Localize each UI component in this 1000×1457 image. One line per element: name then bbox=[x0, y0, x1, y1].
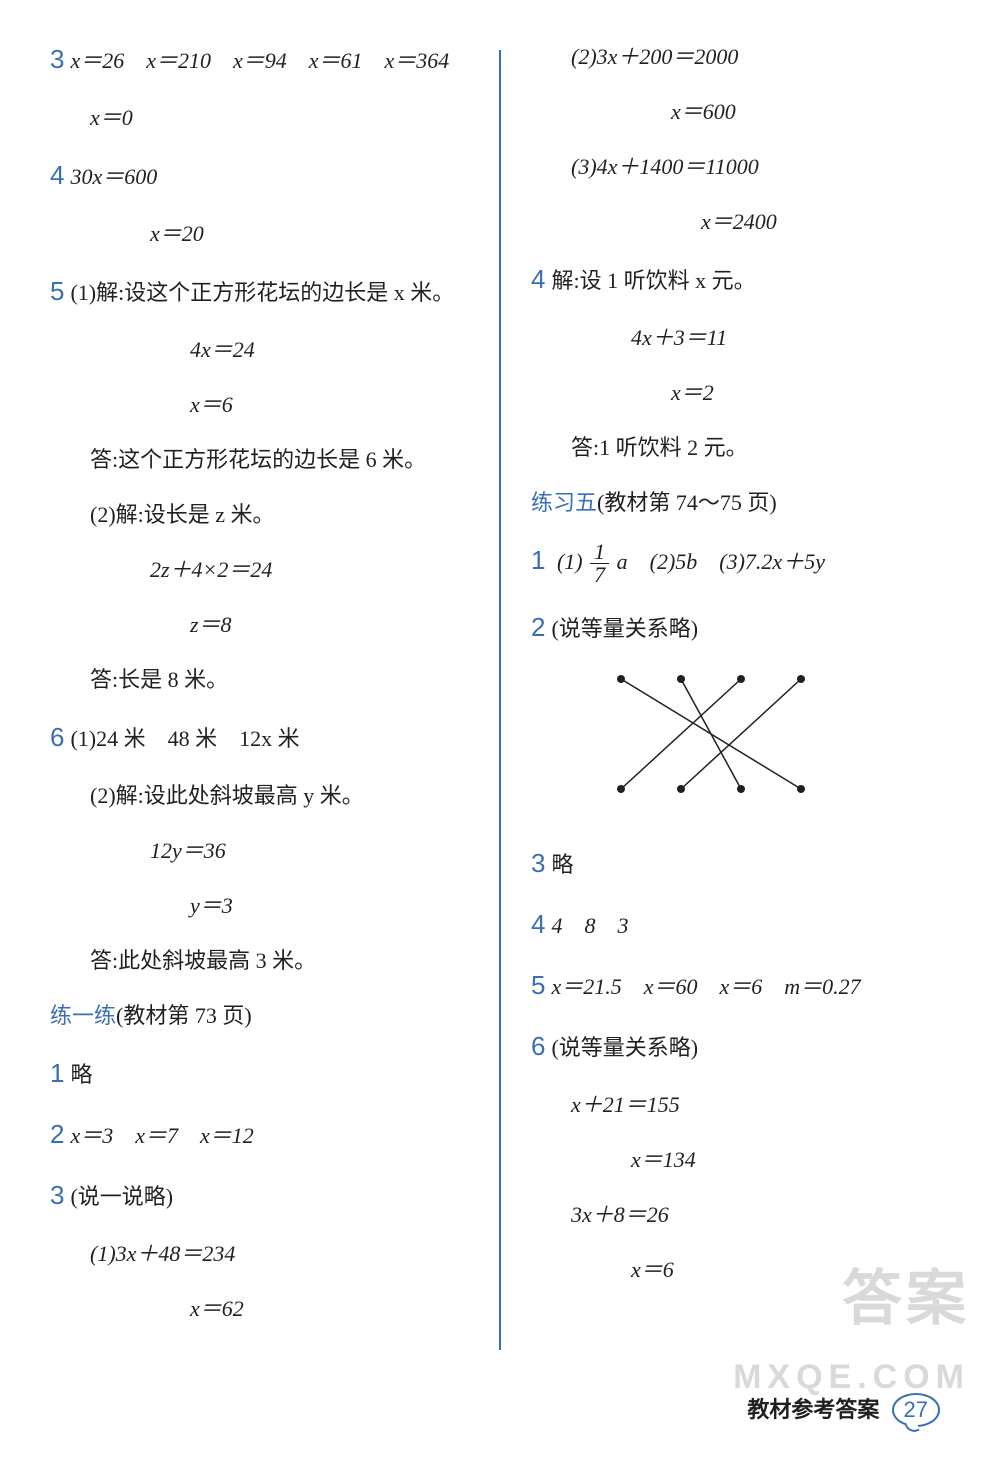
text: x＝6 bbox=[631, 1257, 674, 1282]
text: (3)4x＋1400＝11000 bbox=[571, 154, 759, 179]
page-footer: 教材参考答案 27 bbox=[747, 1392, 940, 1427]
text: x＝134 bbox=[631, 1147, 696, 1172]
item-4-line1: 430x＝600 bbox=[50, 156, 469, 195]
item-3-line2: x＝0 bbox=[50, 101, 469, 134]
text: (2)解:设此处斜坡最高 y 米。 bbox=[90, 783, 364, 808]
r-item3a: (3)4x＋1400＝11000 bbox=[531, 150, 950, 183]
q6d: 3x＋8＝26 bbox=[531, 1198, 950, 1231]
q6a: 6(说等量关系略) bbox=[531, 1027, 950, 1066]
item-3-line1: 3x＝26 x＝210 x＝94 x＝61 x＝364 bbox=[50, 40, 469, 79]
text: x＝6 bbox=[190, 392, 233, 417]
frac-bot: 7 bbox=[590, 564, 609, 586]
q2: 2(说等量关系略) bbox=[531, 608, 950, 647]
left-column: 3x＝26 x＝210 x＝94 x＝61 x＝364 x＝0 430x＝600… bbox=[30, 40, 499, 1360]
page-number-bubble: 27 bbox=[892, 1393, 940, 1427]
q5: 5x＝21.5 x＝60 x＝6 m＝0.27 bbox=[531, 966, 950, 1005]
text: 4 8 3 bbox=[551, 913, 628, 938]
text: x＋21＝155 bbox=[571, 1092, 680, 1117]
text: 略 bbox=[70, 1062, 92, 1087]
section-head: 练习五 bbox=[531, 490, 597, 515]
text: 12y＝36 bbox=[150, 838, 226, 863]
r-item4c: x＝2 bbox=[531, 376, 950, 409]
q1-pre: (1) bbox=[557, 549, 583, 574]
practice-3a: 3(说一说略) bbox=[50, 1176, 469, 1215]
text: 解:设 1 听饮料 x 元。 bbox=[551, 268, 755, 293]
item-5-eq2: x＝6 bbox=[50, 388, 469, 421]
text: 答:长是 8 米。 bbox=[90, 667, 228, 692]
item-5-ans2: 答:长是 8 米。 bbox=[50, 663, 469, 696]
section-lianxiwu: 练习五(教材第 74～75 页) bbox=[531, 486, 950, 519]
q6b: x＋21＝155 bbox=[531, 1088, 950, 1121]
text: x＝26 x＝210 x＝94 x＝61 x＝364 bbox=[70, 48, 449, 73]
text: x＝2 bbox=[671, 380, 714, 405]
item-6-eq1: 12y＝36 bbox=[50, 834, 469, 867]
section-head: 练一练 bbox=[50, 1003, 116, 1028]
q1-post: a (2)5b (3)7.2x＋5y bbox=[617, 549, 825, 574]
fraction-icon: 1 7 bbox=[590, 541, 609, 586]
text: z＝8 bbox=[190, 612, 232, 637]
text: y＝3 bbox=[190, 893, 233, 918]
text: 答:此处斜坡最高 3 米。 bbox=[90, 948, 316, 973]
item-6-line1: 6(1)24 米 48 米 12x 米 bbox=[50, 718, 469, 757]
text: 2z＋4×2＝24 bbox=[150, 557, 272, 582]
section-lianyilian: 练一练(教材第 73 页) bbox=[50, 999, 469, 1032]
q1: 1 (1) 1 7 a (2)5b (3)7.2x＋5y bbox=[531, 541, 950, 586]
item-5-line2: (2)解:设长是 z 米。 bbox=[50, 498, 469, 531]
page-number: 27 bbox=[904, 1397, 928, 1422]
practice-2: 2x＝3 x＝7 x＝12 bbox=[50, 1115, 469, 1154]
text: 3x＋8＝26 bbox=[571, 1202, 669, 1227]
text: 略 bbox=[551, 852, 573, 877]
r-item3b: x＝2400 bbox=[531, 205, 950, 238]
text: (说等量关系略) bbox=[551, 616, 698, 641]
text: 4x＝24 bbox=[190, 337, 255, 362]
text: (1)24 米 48 米 12x 米 bbox=[70, 726, 299, 751]
text: (2)3x＋200＝2000 bbox=[571, 44, 738, 69]
r-item4b: 4x＋3＝11 bbox=[531, 321, 950, 354]
item-4-line2: x＝20 bbox=[50, 217, 469, 250]
text: (2)解:设长是 z 米。 bbox=[90, 502, 275, 527]
q6e: x＝6 bbox=[531, 1253, 950, 1286]
footer-label: 教材参考答案 bbox=[747, 1397, 879, 1422]
item-5-ans1: 答:这个正方形花坛的边长是 6 米。 bbox=[50, 443, 469, 476]
practice-3b: (1)3x＋48＝234 bbox=[50, 1237, 469, 1270]
frac-top: 1 bbox=[590, 541, 609, 564]
item-6-eq2: y＝3 bbox=[50, 889, 469, 922]
item-5-eq4: z＝8 bbox=[50, 608, 469, 641]
text: (说一说略) bbox=[70, 1184, 173, 1209]
r-item4d: 答:1 听饮料 2 元。 bbox=[531, 431, 950, 464]
right-column: (2)3x＋200＝2000 x＝600 (3)4x＋1400＝11000 x＝… bbox=[501, 40, 970, 1360]
diagram-svg bbox=[571, 669, 831, 819]
text: 答:这个正方形花坛的边长是 6 米。 bbox=[90, 447, 426, 472]
text: (1)3x＋48＝234 bbox=[90, 1241, 235, 1266]
item-6-line2: (2)解:设此处斜坡最高 y 米。 bbox=[50, 779, 469, 812]
q3: 3略 bbox=[531, 844, 950, 883]
text: x＝2400 bbox=[701, 209, 777, 234]
text: x＝0 bbox=[90, 105, 133, 130]
text: 答:1 听饮料 2 元。 bbox=[571, 435, 748, 460]
text: (1)解:设这个正方形花坛的边长是 x 米。 bbox=[70, 280, 454, 305]
section-rest: (教材第 74～75 页) bbox=[597, 490, 777, 515]
item-5-eq1: 4x＝24 bbox=[50, 333, 469, 366]
section-rest: (教材第 73 页) bbox=[116, 1003, 252, 1028]
text: x＝62 bbox=[190, 1296, 244, 1321]
text: 4x＋3＝11 bbox=[631, 325, 727, 350]
practice-3c: x＝62 bbox=[50, 1292, 469, 1325]
item-5-eq3: 2z＋4×2＝24 bbox=[50, 553, 469, 586]
r-item2b: x＝600 bbox=[531, 95, 950, 128]
r-item4a: 4解:设 1 听饮料 x 元。 bbox=[531, 260, 950, 299]
item-5-line1: 5(1)解:设这个正方形花坛的边长是 x 米。 bbox=[50, 272, 469, 311]
text: x＝21.5 x＝60 x＝6 m＝0.27 bbox=[551, 974, 860, 999]
text: (说等量关系略) bbox=[551, 1035, 698, 1060]
item-6-ans: 答:此处斜坡最高 3 米。 bbox=[50, 944, 469, 977]
text: 30x＝600 bbox=[70, 164, 157, 189]
practice-1: 1略 bbox=[50, 1054, 469, 1093]
text: x＝3 x＝7 x＝12 bbox=[70, 1123, 253, 1148]
r-item2a: (2)3x＋200＝2000 bbox=[531, 40, 950, 73]
text: x＝600 bbox=[671, 99, 736, 124]
matching-diagram bbox=[571, 669, 950, 824]
q6c: x＝134 bbox=[531, 1143, 950, 1176]
q4: 44 8 3 bbox=[531, 905, 950, 944]
page-columns: 3x＝26 x＝210 x＝94 x＝61 x＝364 x＝0 430x＝600… bbox=[0, 0, 1000, 1360]
text: x＝20 bbox=[150, 221, 204, 246]
